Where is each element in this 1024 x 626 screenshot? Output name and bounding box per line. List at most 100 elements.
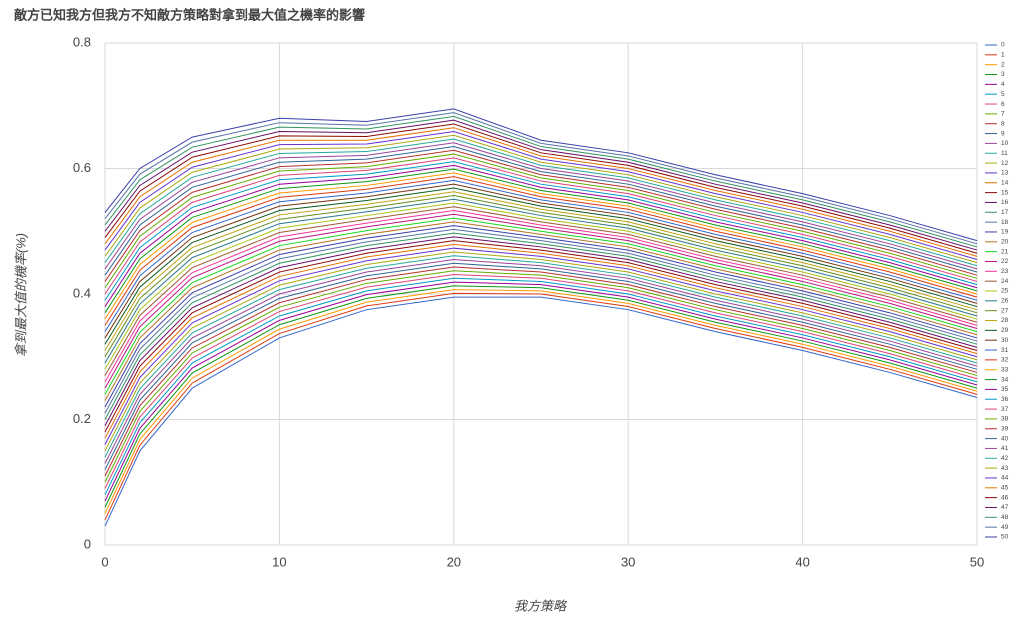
series-line — [104, 183, 978, 339]
legend-label: 23 — [1001, 268, 1009, 275]
series-line — [104, 108, 978, 242]
x-tick-label: 30 — [621, 554, 635, 569]
legend-label: 49 — [1001, 524, 1009, 531]
legend-label: 46 — [1001, 494, 1009, 501]
series-line — [104, 191, 978, 351]
series-line — [104, 127, 978, 257]
x-tick-label: 0 — [101, 554, 108, 569]
legend-label: 45 — [1001, 485, 1009, 492]
legend-label: 44 — [1001, 475, 1009, 482]
legend-label: 18 — [1001, 219, 1009, 226]
x-axis-label: 我方策略 — [514, 598, 568, 613]
y-axis-label: 拿到最大值的機率(%) — [13, 233, 28, 357]
series-line — [104, 164, 978, 307]
legend-label: 0 — [1001, 42, 1005, 49]
legend-label: 39 — [1001, 425, 1009, 432]
legend-label: 17 — [1001, 209, 1009, 216]
legend-label: 34 — [1001, 376, 1009, 383]
legend-label: 47 — [1001, 504, 1009, 511]
legend-label: 16 — [1001, 199, 1009, 206]
series-line — [104, 134, 978, 264]
legend-label: 6 — [1001, 101, 1005, 108]
legend-label: 3 — [1001, 71, 1005, 78]
series-line — [104, 161, 978, 301]
series-line — [104, 146, 978, 276]
legend-label: 40 — [1001, 435, 1009, 442]
legend-label: 14 — [1001, 179, 1009, 186]
series-line — [104, 225, 978, 408]
legend-label: 29 — [1001, 327, 1009, 334]
legend-label: 15 — [1001, 189, 1009, 196]
y-tick-label: 0.8 — [73, 34, 91, 49]
series-line — [104, 274, 978, 489]
series-line — [104, 138, 978, 267]
series-line — [104, 206, 978, 376]
y-tick-label: 0.4 — [73, 285, 91, 300]
legend-label: 25 — [1001, 288, 1009, 295]
chart-title: 敵方已知我方但我方不知敵方策略對拿到最大值之機率的影響 — [14, 7, 365, 22]
series-line — [104, 296, 978, 527]
series-line — [104, 157, 978, 295]
series-line — [104, 251, 978, 452]
series-line — [104, 262, 978, 470]
legend-label: 13 — [1001, 170, 1009, 177]
legend-label: 33 — [1001, 366, 1009, 373]
y-tick-label: 0.6 — [73, 160, 91, 175]
legend-label: 35 — [1001, 386, 1009, 393]
legend-label: 11 — [1001, 150, 1008, 157]
legend-label: 36 — [1001, 396, 1009, 403]
legend-label: 30 — [1001, 337, 1009, 344]
legend-label: 24 — [1001, 278, 1009, 285]
x-tick-label: 10 — [272, 554, 286, 569]
series-line — [104, 112, 978, 245]
legend-label: 1 — [1001, 52, 1005, 59]
series-line — [104, 153, 978, 289]
legend-label: 21 — [1001, 248, 1009, 255]
legend-label: 43 — [1001, 465, 1009, 472]
series-line — [104, 194, 978, 358]
legend-label: 38 — [1001, 416, 1009, 423]
legend-label: 50 — [1001, 534, 1009, 541]
series-line — [104, 258, 978, 464]
series-line — [104, 142, 978, 270]
series-line — [104, 130, 978, 260]
legend-label: 4 — [1001, 81, 1005, 88]
series-line — [104, 270, 978, 483]
series-line — [104, 149, 978, 282]
y-tick-label: 0.2 — [73, 411, 91, 426]
legend-label: 20 — [1001, 239, 1009, 246]
series-line — [104, 123, 978, 254]
series-line — [104, 221, 978, 401]
x-tick-label: 40 — [795, 554, 809, 569]
legend-label: 48 — [1001, 514, 1009, 521]
legend-label: 10 — [1001, 140, 1009, 147]
series-line — [104, 213, 978, 389]
legend-label: 31 — [1001, 347, 1009, 354]
y-tick-label: 0 — [84, 536, 91, 551]
x-tick-label: 50 — [970, 554, 984, 569]
series-line — [104, 228, 978, 414]
legend-label: 12 — [1001, 160, 1009, 167]
legend-label: 19 — [1001, 229, 1009, 236]
legend-label: 8 — [1001, 120, 1005, 127]
series-line — [104, 281, 978, 502]
legend-label: 7 — [1001, 111, 1005, 118]
series-line — [104, 240, 978, 433]
series-line — [104, 202, 978, 370]
series-line — [104, 277, 978, 496]
legend-label: 37 — [1001, 406, 1009, 413]
series-line — [104, 168, 978, 314]
legend-label: 42 — [1001, 455, 1009, 462]
series-line — [104, 292, 978, 521]
legend-label: 27 — [1001, 307, 1009, 314]
series-line — [104, 187, 978, 345]
legend-label: 26 — [1001, 298, 1009, 305]
legend-label: 32 — [1001, 357, 1009, 364]
series-line — [104, 266, 978, 477]
series-line — [104, 115, 978, 248]
legend-label: 9 — [1001, 130, 1005, 137]
series-line — [104, 236, 978, 427]
series-line — [104, 247, 978, 445]
series-line — [104, 176, 978, 326]
